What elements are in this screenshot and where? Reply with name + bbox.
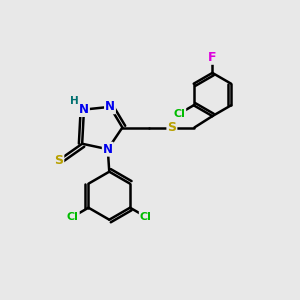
Text: Cl: Cl (140, 212, 152, 222)
Text: N: N (79, 103, 89, 116)
Text: Cl: Cl (173, 109, 185, 118)
Text: N: N (103, 143, 113, 156)
Text: F: F (208, 51, 217, 64)
Text: S: S (54, 154, 63, 166)
Text: N: N (105, 100, 115, 113)
Text: Cl: Cl (67, 212, 79, 222)
Text: S: S (167, 121, 176, 134)
Text: H: H (70, 96, 79, 106)
